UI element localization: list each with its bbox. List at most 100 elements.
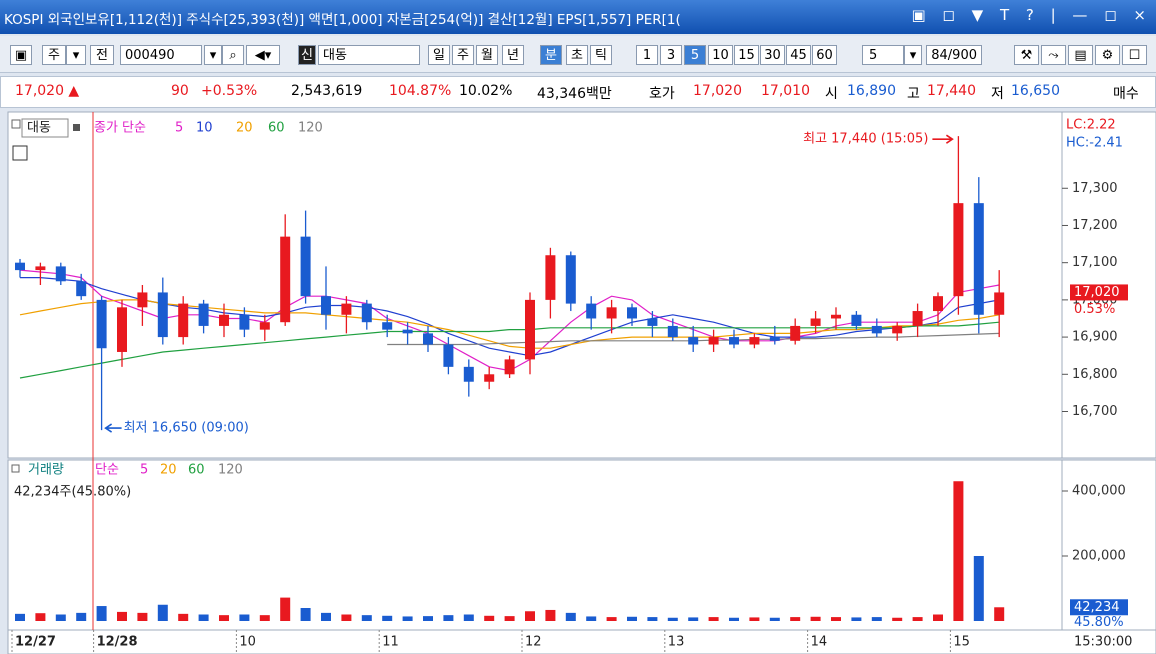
interval-button[interactable]: 1 [636, 45, 658, 65]
stock-name: 대동 [318, 45, 420, 65]
period-button[interactable]: 년 [502, 45, 524, 65]
market-select[interactable]: 주 [42, 45, 66, 65]
volume-bar [790, 617, 801, 621]
volume-bar [259, 615, 270, 621]
legend-icon [11, 464, 20, 473]
volume-bar [382, 615, 393, 621]
x-tick-label: 14 [811, 635, 828, 650]
volume-bar [219, 615, 229, 621]
hc-label: HC:-2.41 [1066, 136, 1123, 151]
period-button[interactable]: 월 [476, 45, 498, 65]
quote-field[interactable]: 매수 [1113, 86, 1139, 102]
volume-bar [973, 555, 984, 621]
quote-field: 16,650 [1011, 83, 1060, 99]
quote-field: 호가 [649, 86, 675, 102]
candle-body [321, 296, 331, 315]
quote-bar: 17,020 ▲ 90 +0.53% 2,543,619 104.87% 10.02% 43… [0, 76, 1156, 108]
code-input[interactable]: 000490 [120, 45, 202, 65]
mode-select[interactable]: 전 [90, 45, 114, 65]
price-panel [7, 111, 1063, 459]
volume-bar [321, 612, 331, 621]
search-button[interactable]: ⌕ [222, 45, 244, 65]
volume-bar [953, 481, 964, 621]
candle-body [361, 303, 372, 323]
volume-bar [55, 614, 66, 621]
volume-bar [749, 617, 760, 621]
tool-icon[interactable]: ⚒ [1014, 45, 1039, 65]
interval-button[interactable]: 30 [760, 45, 785, 65]
interval-button[interactable]: 45 [786, 45, 811, 65]
candle-body [259, 322, 270, 330]
range-input[interactable]: 84/900 [926, 45, 982, 65]
quote-field: 저 [991, 86, 1004, 102]
volume-bar [851, 617, 862, 621]
toolbar: ▣ 주 ▾ 전 000490 ▾ ⌕ ◀▾ 신 대동 일 주 월 년 분 초 틱 1 3 5 10 15 30 45 60 5 ▾ 8… [0, 36, 1156, 73]
info-bar: KOSPI 외국인보유[1,112(천)] 주식수[25,393(천)] 액면[… [4, 12, 681, 28]
price-tag-box [1070, 284, 1128, 301]
tool-icon[interactable]: ⚙ [1095, 45, 1120, 65]
volume-bar [871, 617, 882, 621]
candle-body [198, 303, 209, 326]
volume-bar [831, 617, 841, 621]
volume-bar [769, 617, 780, 621]
dropdown[interactable]: ▾ [904, 45, 922, 65]
interval-button[interactable]: 5 [684, 45, 706, 65]
candle-body [749, 337, 760, 345]
price-change: 0.53% [1074, 302, 1115, 317]
interval-button[interactable]: 15 [734, 45, 759, 65]
window-buttons[interactable]: ▣ ◻ ▼ T ? | — ◻ × [911, 6, 1152, 24]
period-button[interactable]: 틱 [590, 45, 612, 65]
interval-button[interactable]: 3 [660, 45, 682, 65]
tool-icon[interactable]: ⤳ [1041, 45, 1066, 65]
candle-body [525, 299, 535, 360]
candle-body [463, 366, 474, 382]
volume-bar [892, 617, 903, 621]
quote-field: 90 [171, 83, 189, 99]
tool-icon[interactable]: ▤ [1068, 45, 1093, 65]
quote-field: 43,346백만 [537, 86, 612, 102]
dropdown[interactable]: ▾ [204, 45, 222, 65]
menu-icon[interactable]: ▣ [10, 45, 32, 65]
volume-bar [239, 614, 250, 621]
low-annotation: 최저 16,650 (09:00) [124, 421, 249, 436]
candle-body [280, 236, 291, 323]
candle-body [729, 337, 739, 345]
candle-body [504, 359, 515, 375]
quote-field: 104.87% [389, 83, 452, 99]
candle-body [96, 299, 107, 349]
candle-body [137, 292, 148, 308]
time-axis [7, 629, 1156, 654]
tool-icon[interactable]: ☐ [1122, 45, 1147, 65]
dropdown[interactable]: ▾ [66, 45, 86, 65]
period-button[interactable]: 초 [566, 45, 588, 65]
ma-legend: 60 [268, 121, 285, 136]
high-arrow [932, 134, 954, 144]
volume-ma-legend: 120 [218, 463, 243, 478]
candle-body [55, 266, 66, 282]
ma-legend: 10 [196, 121, 213, 136]
candle-body [708, 337, 719, 345]
candle-body [973, 203, 984, 315]
sound-button[interactable]: ◀▾ [246, 45, 280, 65]
volume-bar [933, 614, 943, 621]
candle-body [117, 307, 127, 352]
volume-bar [667, 617, 678, 621]
candle-body [545, 255, 556, 300]
interval-button[interactable]: 60 [812, 45, 837, 65]
candle-body [219, 314, 229, 326]
candle-body [667, 325, 678, 338]
volume-bar [688, 617, 699, 621]
period-button[interactable]: 주 [452, 45, 474, 65]
period-button[interactable]: 일 [428, 45, 450, 65]
table-icon[interactable] [12, 145, 28, 161]
period-button[interactable]: 분 [540, 45, 562, 65]
volume-bar [361, 615, 372, 621]
volume-bar [96, 606, 107, 621]
count-input[interactable]: 5 [862, 45, 904, 65]
volume-bar [280, 597, 291, 621]
quote-field: 고 [907, 86, 920, 102]
interval-button[interactable]: 10 [708, 45, 733, 65]
volume-bar [423, 616, 433, 621]
quote-field: 17,010 [761, 83, 810, 99]
legend-box [21, 118, 69, 138]
